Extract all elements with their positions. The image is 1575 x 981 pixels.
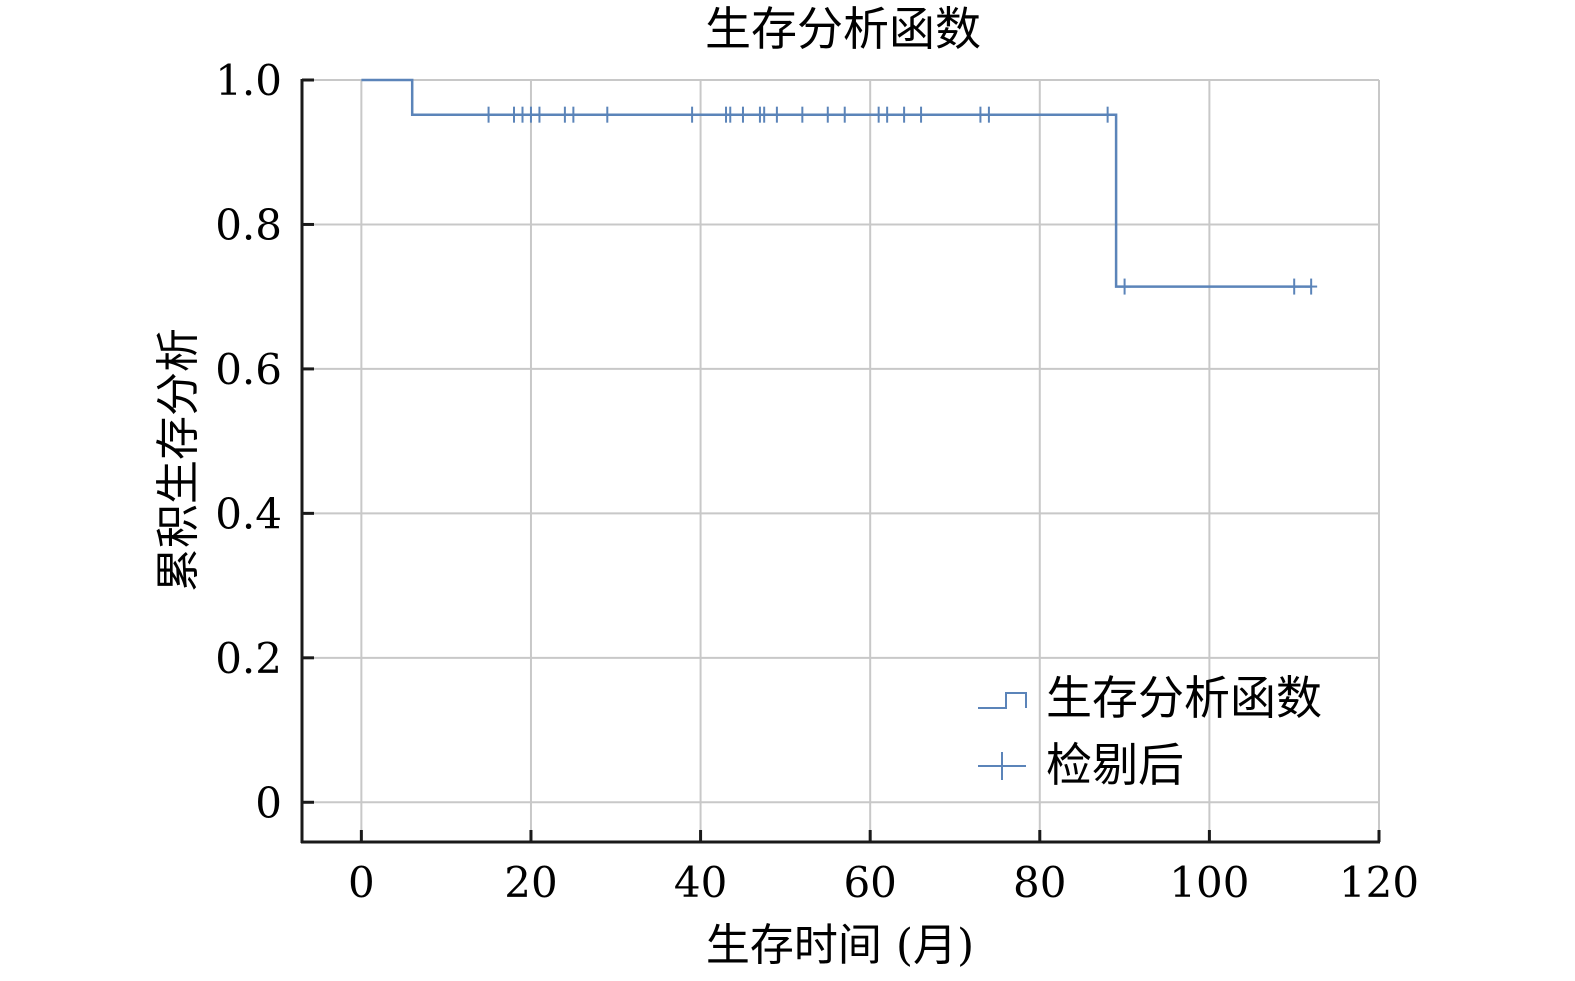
- y-tick-label: 0.4: [215, 489, 282, 538]
- legend-item-survival-function: 生存分析函数: [978, 671, 1322, 725]
- x-tick-label: 0: [348, 858, 375, 907]
- censor-mark: [1118, 278, 1131, 295]
- x-tick-label: 80: [1013, 858, 1066, 907]
- censor-mark: [821, 106, 834, 123]
- censor-mark: [770, 106, 783, 123]
- y-tick-label: 1.0: [215, 56, 282, 105]
- x-tick-label: 40: [674, 858, 727, 907]
- censor-mark: [898, 106, 911, 123]
- x-tick-label: 20: [504, 858, 557, 907]
- censor-mark: [982, 106, 995, 123]
- censor-mark: [881, 106, 894, 123]
- x-tick-label: 100: [1169, 858, 1249, 907]
- axes: [300, 78, 1381, 844]
- censor-mark: [915, 106, 928, 123]
- legend-item-censored: 检剔后: [978, 738, 1184, 792]
- y-tick-label: 0: [255, 778, 282, 827]
- censor-marks-layer: [482, 106, 1318, 295]
- censor-mark: [533, 106, 546, 123]
- censor-mark: [758, 106, 771, 123]
- x-axis-label: 生存时间 (月): [706, 920, 974, 971]
- legend-step-icon: [978, 692, 1027, 709]
- censor-mark: [796, 106, 809, 123]
- tick-labels: 0 20 40 60 80 100 120 0 0.2 0.4 0.6 0.8 1.0: [215, 56, 1419, 907]
- legend-label-survival-function: 生存分析函数: [1046, 671, 1322, 725]
- censor-mark: [724, 106, 737, 123]
- survival-step-curve: [361, 78, 1312, 288]
- censor-mark: [601, 106, 614, 123]
- censor-mark: [838, 106, 851, 123]
- x-tick-label: 120: [1339, 858, 1419, 907]
- censor-mark: [736, 106, 749, 123]
- y-axis-label: 累积生存分析: [153, 328, 204, 592]
- censor-mark: [686, 106, 699, 123]
- censor-mark: [567, 106, 580, 123]
- censor-mark: [1288, 278, 1301, 295]
- x-tick-label: 60: [843, 858, 896, 907]
- grid: [302, 79, 1380, 842]
- censor-mark: [1305, 278, 1318, 295]
- censor-mark: [1101, 106, 1114, 123]
- chart-title: 生存分析函数: [705, 2, 981, 56]
- y-tick-label: 0.2: [215, 634, 282, 683]
- y-tick-label: 0.8: [215, 200, 282, 249]
- survival-curve-layer: [361, 78, 1312, 288]
- legend: 生存分析函数 检剔后: [978, 671, 1322, 792]
- censor-mark: [482, 106, 495, 123]
- legend-label-censored: 检剔后: [1046, 738, 1184, 792]
- y-tick-label: 0.6: [215, 345, 282, 394]
